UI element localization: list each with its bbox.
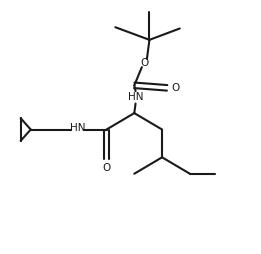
Text: HN: HN: [70, 123, 85, 133]
Text: O: O: [140, 58, 149, 68]
Text: O: O: [171, 83, 180, 93]
Text: HN: HN: [128, 92, 143, 102]
Text: O: O: [102, 163, 111, 173]
